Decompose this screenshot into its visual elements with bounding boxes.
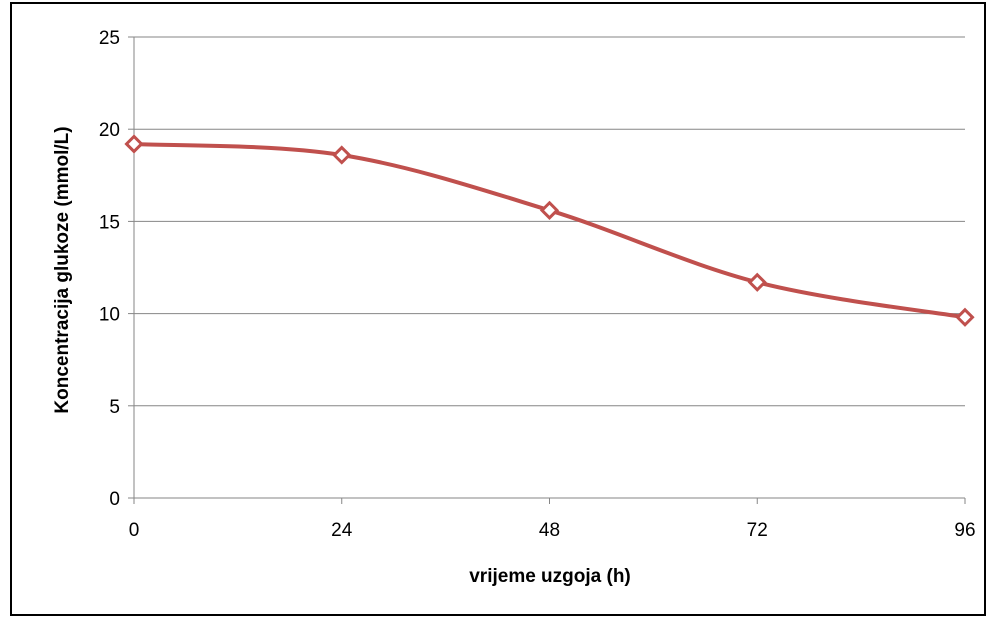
data-point-marker [124,134,144,154]
series-group [124,134,975,327]
gridlines [134,36,965,407]
axes [128,36,966,504]
series-line [133,141,966,320]
data-point-marker [539,200,560,220]
x-tick-label: 48 [539,520,560,541]
x-tick-labels: 0 24 48 72 96 [129,520,976,541]
y-tick-label: 25 [99,28,120,49]
y-tick-labels: 0 5 10 15 20 25 [99,28,120,510]
y-axis-title: Koncentracija glukoze (mmol/L) [52,126,73,413]
y-tick-label: 10 [99,305,120,326]
x-axis-title: vrijeme uzgoja (h) [469,566,631,587]
y-tick-label: 20 [99,120,120,141]
y-tick-label: 5 [109,397,120,418]
x-tick-label: 72 [747,520,768,541]
chart-frame [10,2,986,616]
data-point-marker [332,145,352,165]
data-point-marker [955,307,975,327]
x-tick-label: 0 [129,520,140,541]
y-tick-label: 15 [99,212,120,233]
y-tick-label: 0 [109,489,120,510]
x-tick-label: 24 [331,520,353,541]
x-tick-label: 96 [954,520,975,541]
data-point-marker [747,272,767,292]
